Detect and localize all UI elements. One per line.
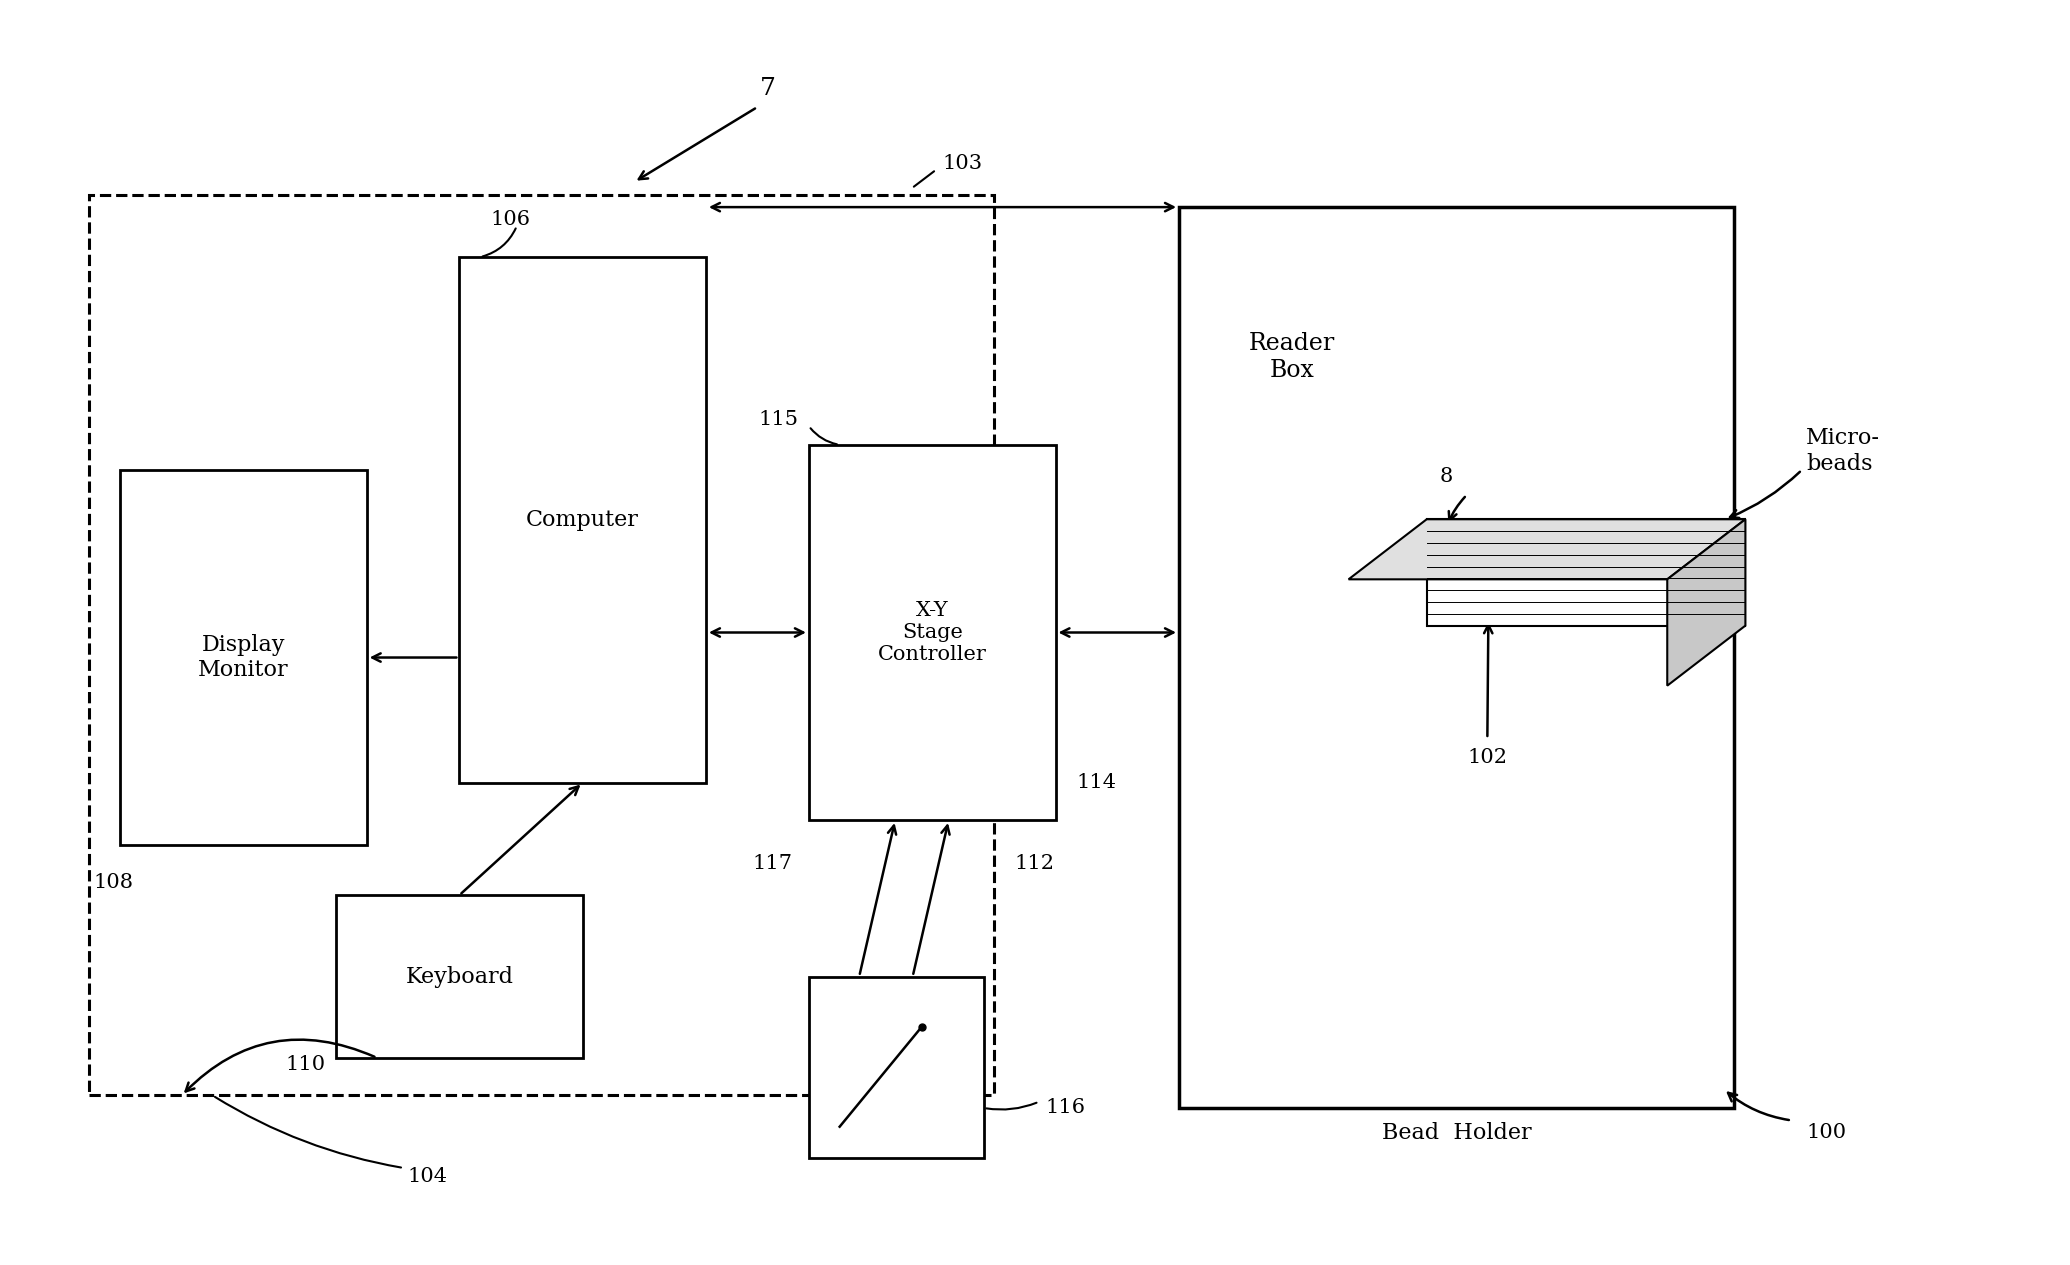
Text: 112: 112 [1014,854,1054,873]
Polygon shape [1348,519,1745,579]
Polygon shape [1426,519,1745,626]
Text: Computer: Computer [526,509,640,531]
Text: 110: 110 [286,1055,325,1074]
Text: Display
Monitor: Display Monitor [199,634,288,682]
Text: Micro-
beads: Micro- beads [1805,428,1880,474]
Text: 108: 108 [93,873,132,892]
Text: Reader
Box: Reader Box [1248,333,1335,382]
Text: 102: 102 [1468,748,1507,767]
Text: X-Y
Stage
Controller: X-Y Stage Controller [878,601,987,664]
FancyBboxPatch shape [335,896,582,1058]
FancyBboxPatch shape [809,445,1056,820]
Text: 7: 7 [760,77,776,100]
FancyBboxPatch shape [120,469,366,845]
FancyBboxPatch shape [89,195,994,1095]
Text: 8: 8 [1439,467,1453,486]
FancyBboxPatch shape [1180,207,1735,1108]
Text: Keyboard: Keyboard [406,965,513,988]
Text: 106: 106 [491,210,530,229]
Text: Bead  Holder: Bead Holder [1381,1122,1532,1144]
Text: 115: 115 [758,410,799,429]
Text: 104: 104 [408,1168,447,1187]
Text: 114: 114 [1076,773,1116,792]
Text: 100: 100 [1805,1123,1846,1142]
Text: 117: 117 [751,854,793,873]
FancyBboxPatch shape [460,257,706,783]
Text: 103: 103 [942,154,983,173]
Polygon shape [1666,519,1745,686]
FancyBboxPatch shape [809,977,983,1157]
Text: 116: 116 [1045,1098,1085,1117]
